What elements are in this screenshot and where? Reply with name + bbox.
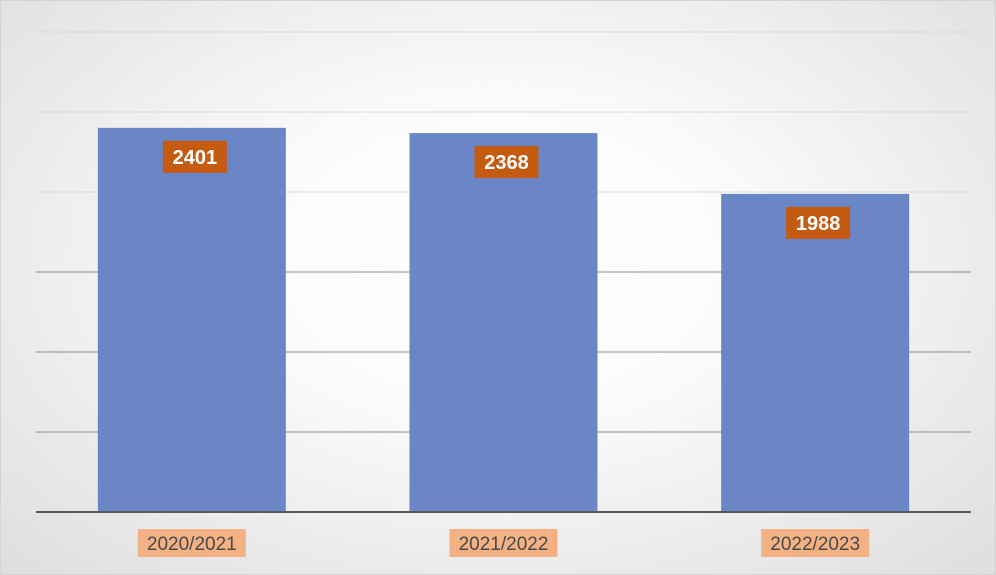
x-tick-labels: 2020/2021 2021/2022 2022/2023 <box>137 529 870 557</box>
bars <box>97 127 910 513</box>
x-tick-label-box <box>449 529 558 557</box>
data-labels: 2401 2368 1988 <box>162 140 851 239</box>
x-tick-label: 2022/2023 <box>770 534 860 555</box>
data-label: 1988 <box>796 213 841 235</box>
bar-2022-2023 <box>721 193 910 513</box>
data-label: 2368 <box>484 152 529 174</box>
x-tick-label-box <box>137 529 246 557</box>
x-tick-label: 2021/2022 <box>459 534 549 555</box>
data-label-box <box>162 140 227 173</box>
data-label-box <box>474 146 539 179</box>
data-label: 2401 <box>173 147 218 169</box>
bar-2021-2022 <box>409 133 598 512</box>
data-label-box <box>786 206 851 239</box>
x-tick-label: 2020/2021 <box>147 534 237 555</box>
x-tick-label-box <box>761 529 870 557</box>
bar-2020-2021 <box>97 127 286 512</box>
